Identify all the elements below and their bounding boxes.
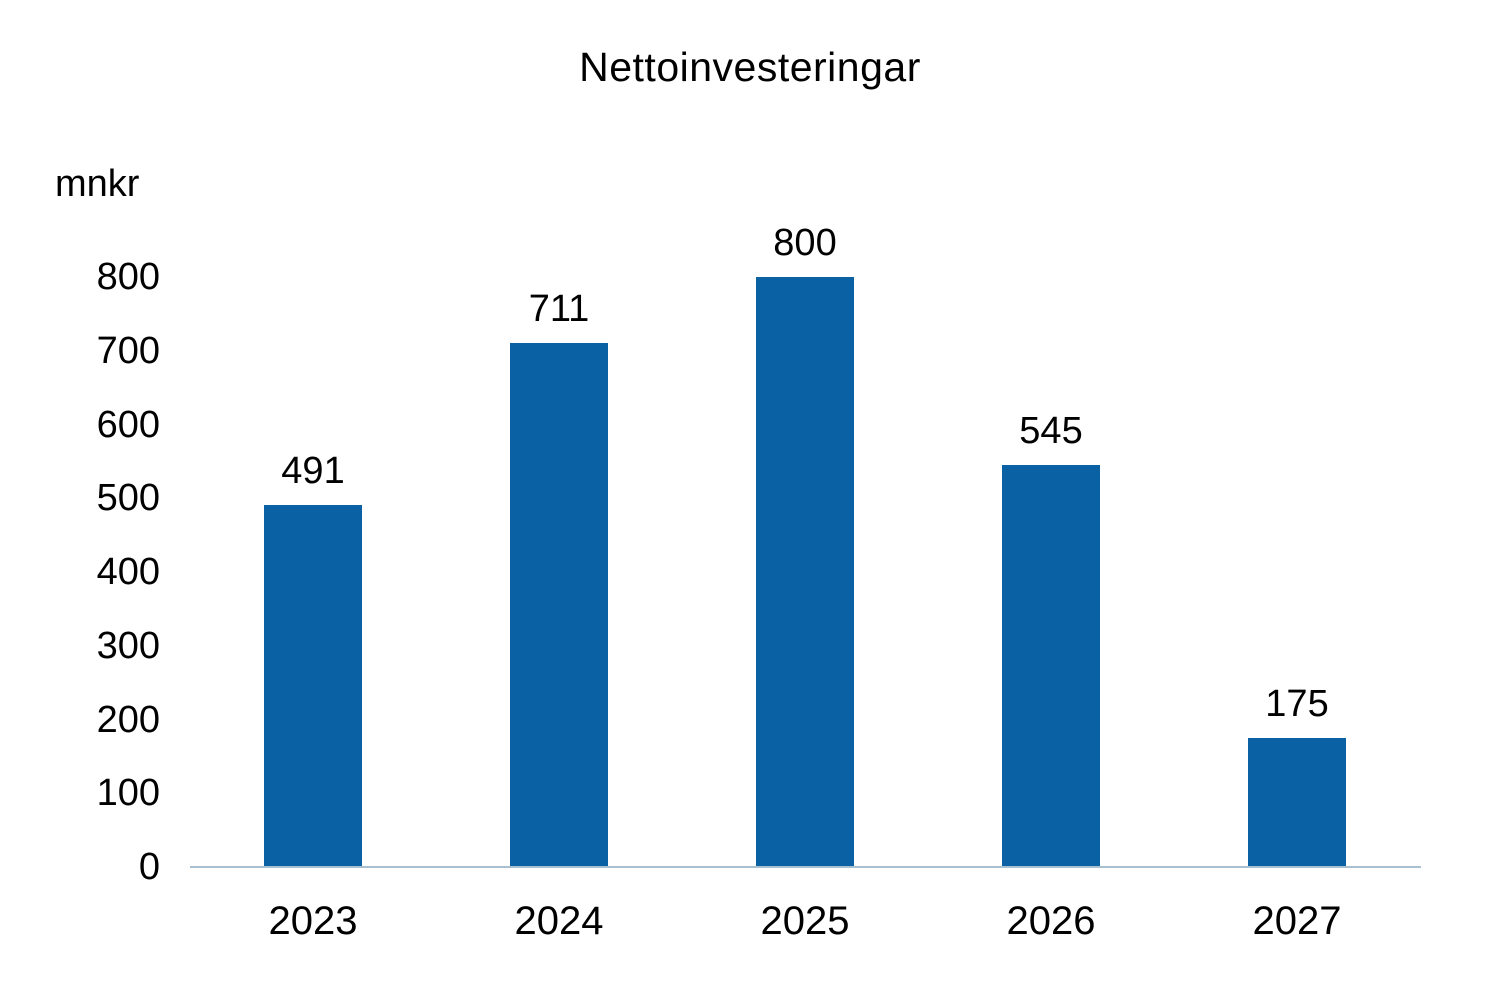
- bar-2027: [1248, 738, 1346, 867]
- y-tick-label: 200: [96, 698, 160, 741]
- bar-2024: [510, 343, 608, 867]
- x-tick-label: 2025: [760, 899, 850, 943]
- y-tick-label: 600: [96, 403, 160, 446]
- bar-2023: [264, 505, 362, 867]
- bar-value-label: 711: [528, 288, 590, 330]
- bar-value-label: 545: [1019, 410, 1083, 452]
- x-tick-label: 2027: [1252, 899, 1342, 943]
- y-tick-label: 800: [96, 256, 160, 298]
- x-tick-label: 2023: [268, 899, 358, 943]
- x-tick-label: 2026: [1006, 899, 1096, 943]
- chart-title: Nettoinvesteringar: [579, 44, 921, 90]
- bar-value-label: 491: [281, 450, 345, 492]
- y-tick-label: 300: [96, 624, 160, 667]
- y-tick-label: 100: [96, 772, 160, 815]
- x-tick-label: 2024: [514, 899, 604, 943]
- y-tick-label: 500: [96, 477, 160, 520]
- y-tick-label: 400: [96, 551, 160, 593]
- bar-2026: [1002, 465, 1100, 867]
- y-tick-label: 700: [96, 329, 160, 372]
- y-axis-unit-label: mnkr: [55, 163, 140, 205]
- bar-2025: [756, 277, 854, 867]
- y-tick-label: 0: [138, 846, 160, 888]
- x-axis-line: [190, 866, 1421, 868]
- bar-value-label: 800: [773, 222, 837, 264]
- bar-value-label: 175: [1265, 683, 1329, 725]
